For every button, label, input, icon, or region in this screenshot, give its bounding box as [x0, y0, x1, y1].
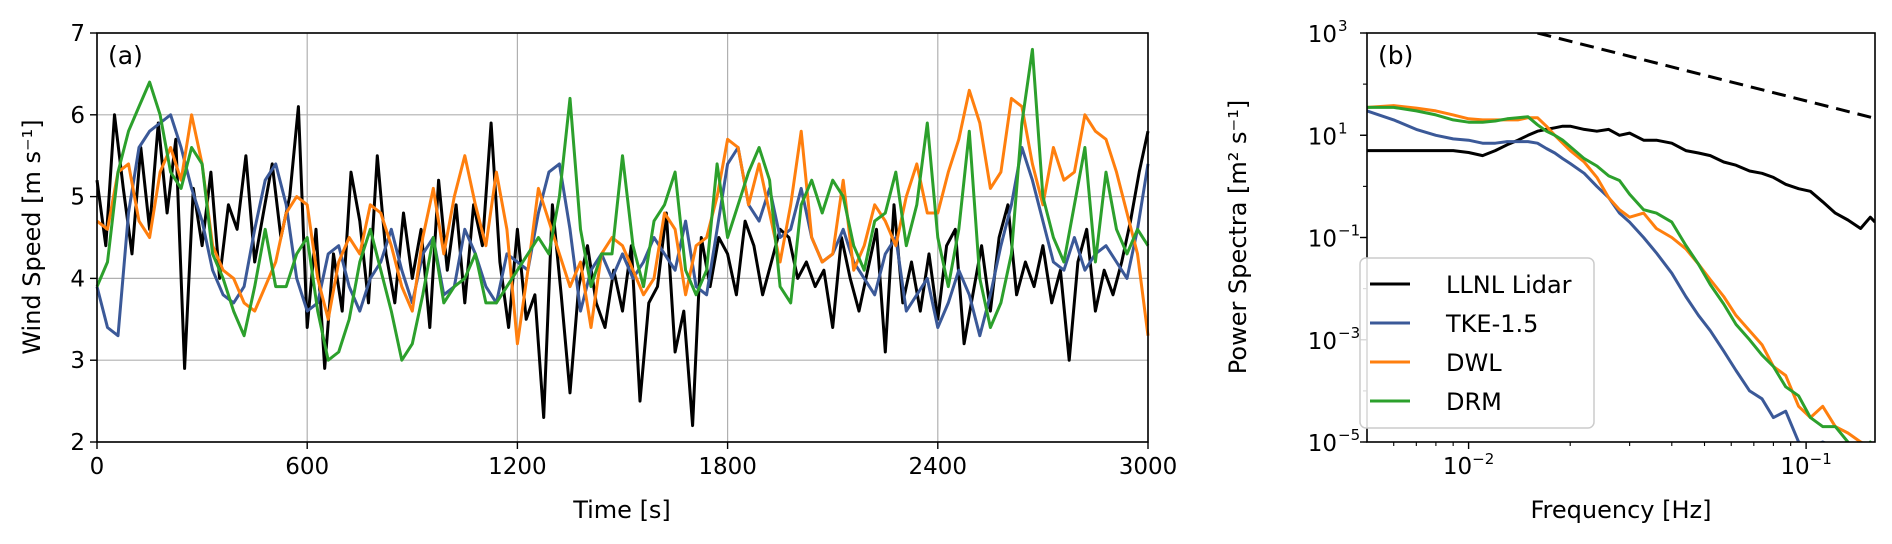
- panel-a-y-tick-label: 3: [70, 348, 85, 374]
- panel-b-x-tick-label: 10−2: [1443, 450, 1494, 480]
- panel-a-x-axis-label: Time [s]: [572, 496, 671, 524]
- panel-a-x-tick-label: 600: [285, 454, 329, 480]
- panel-a-x-tick-label: 1200: [488, 454, 547, 480]
- panel-b-y-tick-label: 10: [1308, 22, 1337, 48]
- panel-a-series-lidar: [95, 105, 1150, 428]
- panel-b-y-tick-label: 10: [1308, 227, 1337, 253]
- panel-a-y-tick-label: 2: [70, 430, 85, 456]
- panel-b-x-axis-label: Frequency [Hz]: [1531, 496, 1712, 524]
- panel-a-frame: [96, 32, 1149, 443]
- legend-label-lidar: LLNL Lidar: [1446, 271, 1572, 299]
- panel-b-series-drm: [1367, 105, 1872, 442]
- panel-b-y-tick-exponent: 1: [1338, 119, 1348, 137]
- panel-a-x-tick-label: 0: [90, 454, 105, 480]
- panel-b-series-lidar: [1367, 124, 1875, 230]
- panel-b-y-tick-label: 10: [1308, 329, 1337, 355]
- panel-b-y-tick-exponent: −1: [1338, 222, 1360, 240]
- legend-label-drm: DRM: [1446, 388, 1502, 416]
- panel-b-y-tick-exponent: −3: [1338, 324, 1360, 342]
- panel-a-x-tick-label: 3000: [1119, 454, 1178, 480]
- panel-a-ticks: 0 600 1200 1800 2400 3000 2 3 4 5 6 7: [70, 21, 1177, 480]
- panel-a-y-tick-label: 5: [70, 185, 85, 211]
- legend-label-tke: TKE-1.5: [1445, 310, 1538, 338]
- panel-b-y-axis-label: Power Spectra [m² s⁻¹]: [1224, 100, 1252, 374]
- panel-a-series-drm: [95, 47, 1150, 362]
- panel-b-tag: (b): [1378, 41, 1413, 70]
- panel-b-legend: LLNL Lidar TKE-1.5 DWL DRM: [1359, 257, 1595, 429]
- panel-a-x-tick-label: 1800: [698, 454, 757, 480]
- panel-b-reference-slope-line: [1537, 33, 1875, 120]
- panel-b-y-tick-exponent: 3: [1338, 17, 1348, 35]
- panel-a-y-tick-label: 4: [70, 266, 85, 292]
- panel-a-series-tke: [95, 113, 1150, 338]
- panel-a-tag: (a): [108, 41, 143, 70]
- panel-a-y-tick-label: 7: [70, 21, 85, 47]
- panel-b-y-tick-label: 10: [1308, 124, 1337, 150]
- panel-a-x-tick-label: 2400: [909, 454, 968, 480]
- legend-label-dwl: DWL: [1446, 349, 1502, 377]
- panel-a-series-lines: [95, 47, 1150, 428]
- panel-b-x-tick-label: 10−1: [1780, 450, 1831, 480]
- panel-b-y-tick-exponent: −5: [1338, 426, 1360, 444]
- panel-a-y-axis-label: Wind Speed [m s⁻¹]: [18, 119, 46, 354]
- panel-b-y-tick-label: 10: [1308, 431, 1337, 457]
- panel-b-series-tke: [1367, 109, 1827, 442]
- panel-b-series-lines: [1367, 33, 1875, 442]
- legend-box: [1359, 257, 1595, 429]
- panel-a-y-tick-label: 6: [70, 103, 85, 129]
